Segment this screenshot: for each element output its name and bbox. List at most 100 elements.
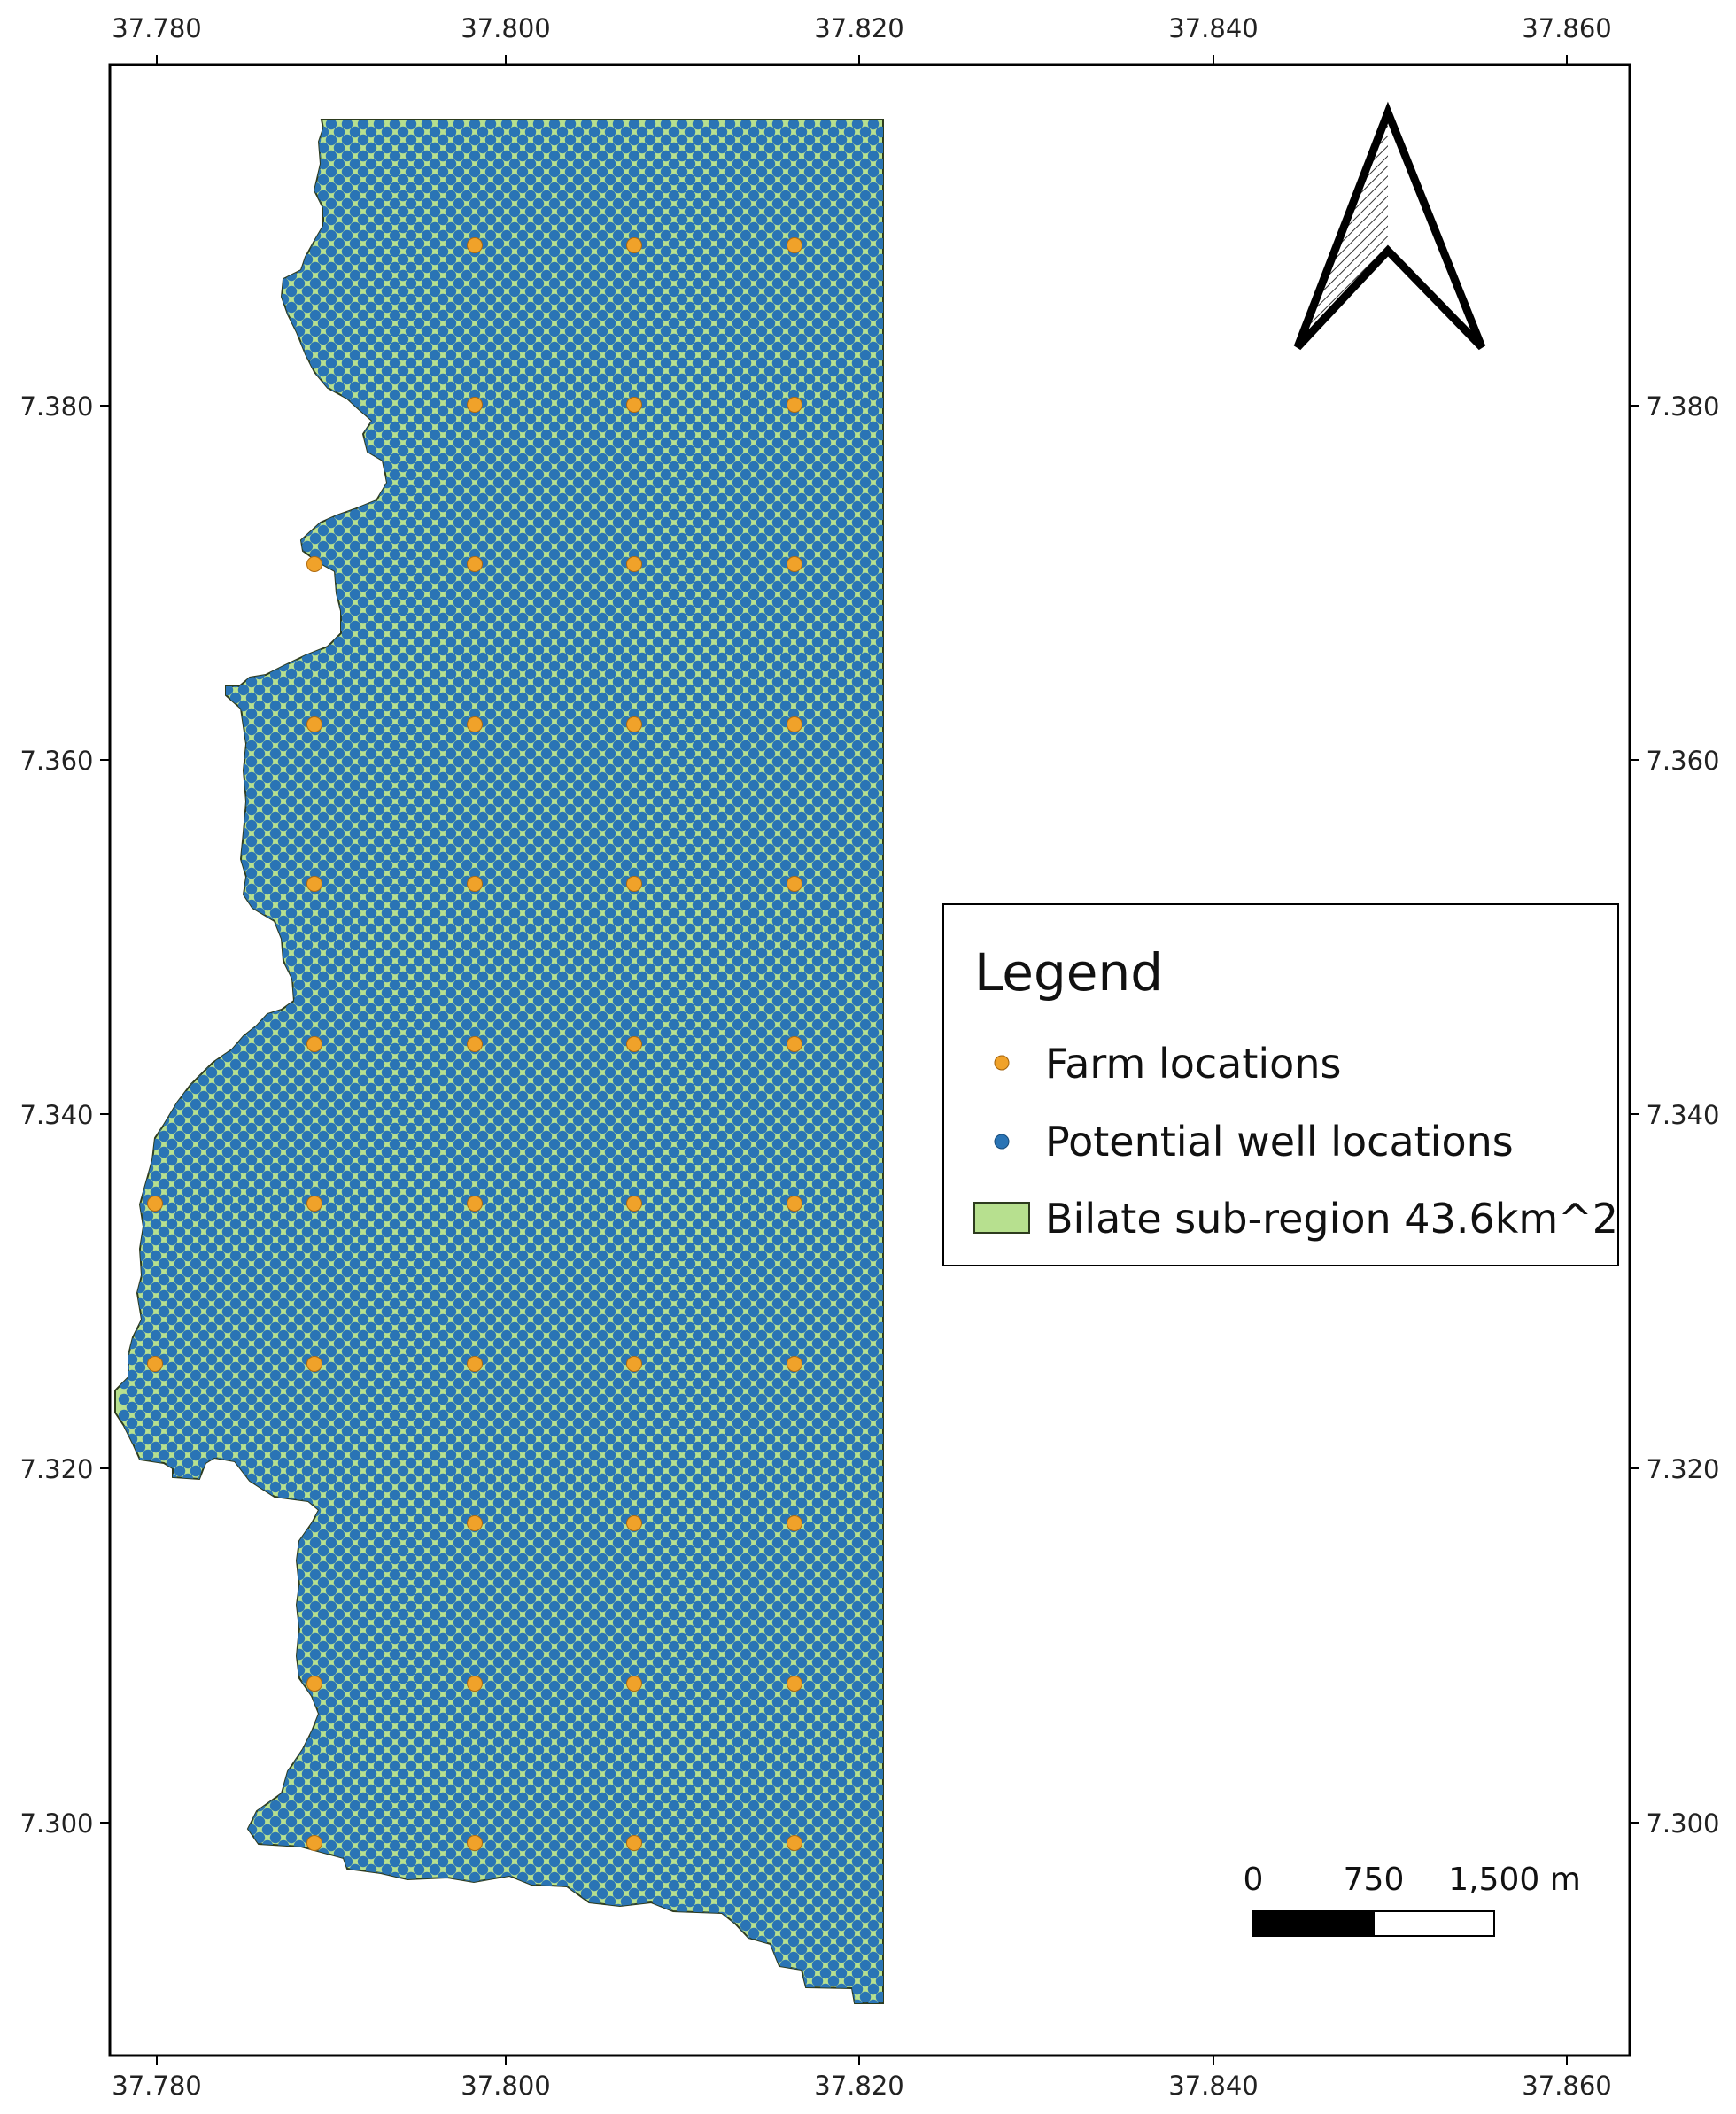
potential-well-point <box>469 580 481 592</box>
potential-well-point <box>309 277 322 290</box>
potential-well-point <box>572 476 585 489</box>
potential-well-point <box>397 429 409 441</box>
potential-well-point <box>174 429 186 441</box>
potential-well-point <box>158 668 170 680</box>
potential-well-point <box>285 795 298 808</box>
potential-well-point <box>325 357 337 369</box>
potential-well-point <box>205 668 218 680</box>
potential-well-point <box>261 134 274 146</box>
potential-well-point <box>269 429 282 441</box>
potential-well-point <box>190 668 202 680</box>
potential-well-point <box>150 437 162 449</box>
potential-well-point <box>795 174 808 186</box>
potential-well-point <box>588 540 601 553</box>
potential-well-point <box>333 413 345 425</box>
potential-well-point <box>692 453 704 465</box>
potential-well-point <box>126 907 138 919</box>
potential-well-point <box>636 190 648 202</box>
potential-well-point <box>357 437 369 449</box>
potential-well-point <box>700 700 712 712</box>
potential-well-point <box>357 182 369 194</box>
potential-well-point <box>429 811 441 824</box>
potential-well-point <box>564 676 577 688</box>
potential-well-point <box>237 556 250 569</box>
potential-well-point <box>126 158 138 170</box>
potential-well-point <box>261 405 274 417</box>
potential-well-point <box>716 652 728 664</box>
potential-well-point <box>126 668 138 680</box>
potential-well-point <box>692 421 704 433</box>
potential-well-point <box>237 716 250 728</box>
potential-well-point <box>365 142 377 154</box>
potential-well-point <box>492 572 505 585</box>
potential-well-point <box>333 827 345 840</box>
potential-well-point <box>859 572 872 585</box>
potential-well-point <box>676 293 688 306</box>
potential-well-point <box>198 644 210 656</box>
potential-well-point <box>182 612 194 624</box>
potential-well-point <box>365 429 377 441</box>
potential-well-point <box>492 381 505 393</box>
potential-well-point <box>190 923 202 935</box>
potential-well-point <box>827 588 840 600</box>
potential-well-point <box>174 891 186 903</box>
potential-well-point <box>158 891 170 903</box>
potential-well-point <box>524 126 537 138</box>
potential-well-point <box>859 747 872 760</box>
potential-well-point <box>166 182 178 194</box>
potential-well-point <box>453 341 465 353</box>
potential-well-point <box>596 532 608 545</box>
potential-well-point <box>516 867 529 879</box>
potential-well-point <box>748 891 760 903</box>
potential-well-point <box>692 803 704 816</box>
potential-well-point <box>524 142 537 154</box>
potential-well-point <box>477 285 489 298</box>
potential-well-point <box>620 190 632 202</box>
potential-well-point <box>532 245 545 258</box>
right-tick-label: 7.360 <box>1646 746 1719 776</box>
potential-well-point <box>182 803 194 816</box>
potential-well-point <box>580 453 593 465</box>
potential-well-point <box>612 150 624 162</box>
potential-well-point <box>875 907 883 919</box>
potential-well-point <box>700 620 712 632</box>
potential-well-point <box>205 237 218 250</box>
potential-well-point <box>134 724 146 736</box>
potential-well-point <box>405 708 417 720</box>
potential-well-point <box>628 755 640 768</box>
potential-well-point <box>716 221 728 234</box>
potential-well-point <box>867 564 880 577</box>
potential-well-point <box>333 795 345 808</box>
potential-well-point <box>612 261 624 274</box>
potential-well-point <box>205 349 218 361</box>
potential-well-point <box>588 716 601 728</box>
potential-well-point <box>684 732 696 744</box>
potential-well-point <box>492 365 505 377</box>
potential-well-point <box>325 453 337 465</box>
potential-well-point <box>572 747 585 760</box>
potential-well-point <box>851 357 864 369</box>
potential-well-point <box>740 134 752 146</box>
potential-well-point <box>827 891 840 903</box>
potential-well-point <box>580 150 593 162</box>
potential-well-point <box>277 134 290 146</box>
potential-well-point <box>795 205 808 218</box>
potential-well-point <box>413 747 425 760</box>
potential-well-point <box>787 740 800 752</box>
potential-well-point <box>182 548 194 561</box>
potential-well-point <box>325 740 337 752</box>
potential-well-point <box>213 293 226 306</box>
potential-well-point <box>405 596 417 608</box>
potential-well-point <box>660 166 672 178</box>
potential-well-point <box>676 899 688 911</box>
potential-well-point <box>708 724 720 736</box>
potential-well-point <box>516 708 529 720</box>
potential-well-point <box>341 612 353 624</box>
potential-well-point <box>158 636 170 648</box>
potential-well-point <box>668 349 680 361</box>
potential-well-point <box>445 174 457 186</box>
potential-well-point <box>357 787 369 800</box>
potential-well-point <box>620 636 632 648</box>
potential-well-point <box>174 843 186 856</box>
potential-well-point <box>500 612 513 624</box>
